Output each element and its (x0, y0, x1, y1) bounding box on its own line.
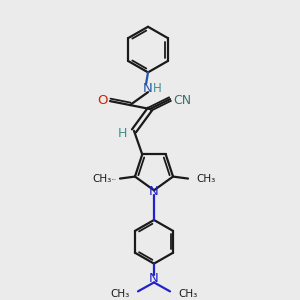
Text: N: N (149, 272, 159, 285)
Text: H: H (153, 82, 161, 95)
Text: CH₃: CH₃ (111, 289, 130, 299)
Text: CH₃: CH₃ (93, 174, 112, 184)
Text: N: N (143, 82, 153, 95)
Text: N: N (149, 185, 159, 198)
Text: methyl: methyl (112, 179, 116, 180)
Text: CN: CN (173, 94, 191, 106)
Text: CH₃: CH₃ (178, 289, 197, 299)
Text: CH₃: CH₃ (196, 174, 215, 184)
Text: H: H (117, 127, 127, 140)
Text: O: O (98, 94, 108, 106)
